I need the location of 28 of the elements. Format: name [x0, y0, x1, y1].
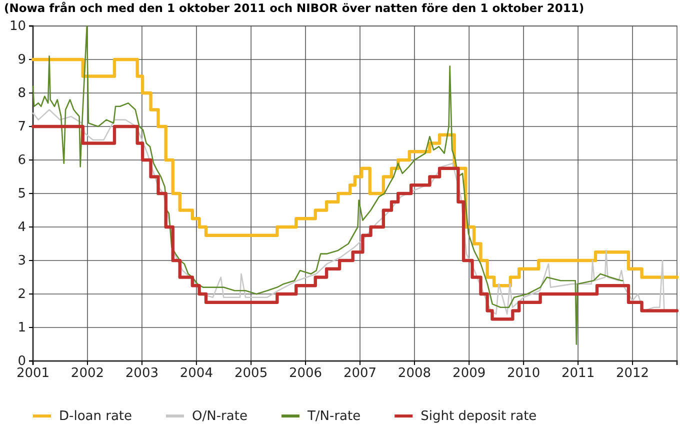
y-tick-label: 8 — [18, 86, 26, 102]
x-tick-label: 2005 — [234, 366, 268, 382]
legend-label: T/N-rate — [306, 409, 361, 424]
x-tick-label: 2009 — [452, 366, 486, 382]
x-tick-label: 2003 — [125, 366, 158, 382]
legend-label: D-loan rate — [59, 409, 132, 424]
y-tick-label: 9 — [18, 52, 26, 68]
y-tick-label: 5 — [18, 186, 26, 202]
y-tick-label: 1 — [18, 320, 26, 336]
x-tick-label: 2004 — [180, 366, 213, 382]
x-tick-label: 2010 — [507, 366, 540, 382]
x-tick-label: 2007 — [343, 366, 377, 382]
chart-title: (Nowa från och med den 1 oktober 2011 och NIBOR över natten före den 1 oktober 2011) — [4, 1, 584, 15]
legend-label: Sight deposit rate — [420, 409, 537, 424]
x-tick-label: 2008 — [398, 366, 432, 382]
y-tick-label: 4 — [18, 220, 26, 236]
y-tick-label: 10 — [9, 19, 26, 34]
line-series — [32, 25, 624, 345]
x-tick-label: 2006 — [288, 366, 322, 382]
y-tick-label: 7 — [18, 120, 26, 135]
x-tick-label: 2012 — [616, 366, 650, 382]
y-tick-label: 2 — [18, 287, 26, 302]
x-tick-label: 2001 — [16, 366, 50, 382]
y-tick-label: 3 — [18, 254, 26, 269]
legend-label: O/N-rate — [192, 409, 248, 424]
x-tick-label: 2011 — [562, 366, 595, 382]
x-tick-label: 2002 — [70, 366, 104, 382]
y-tick-label: 6 — [18, 153, 26, 168]
